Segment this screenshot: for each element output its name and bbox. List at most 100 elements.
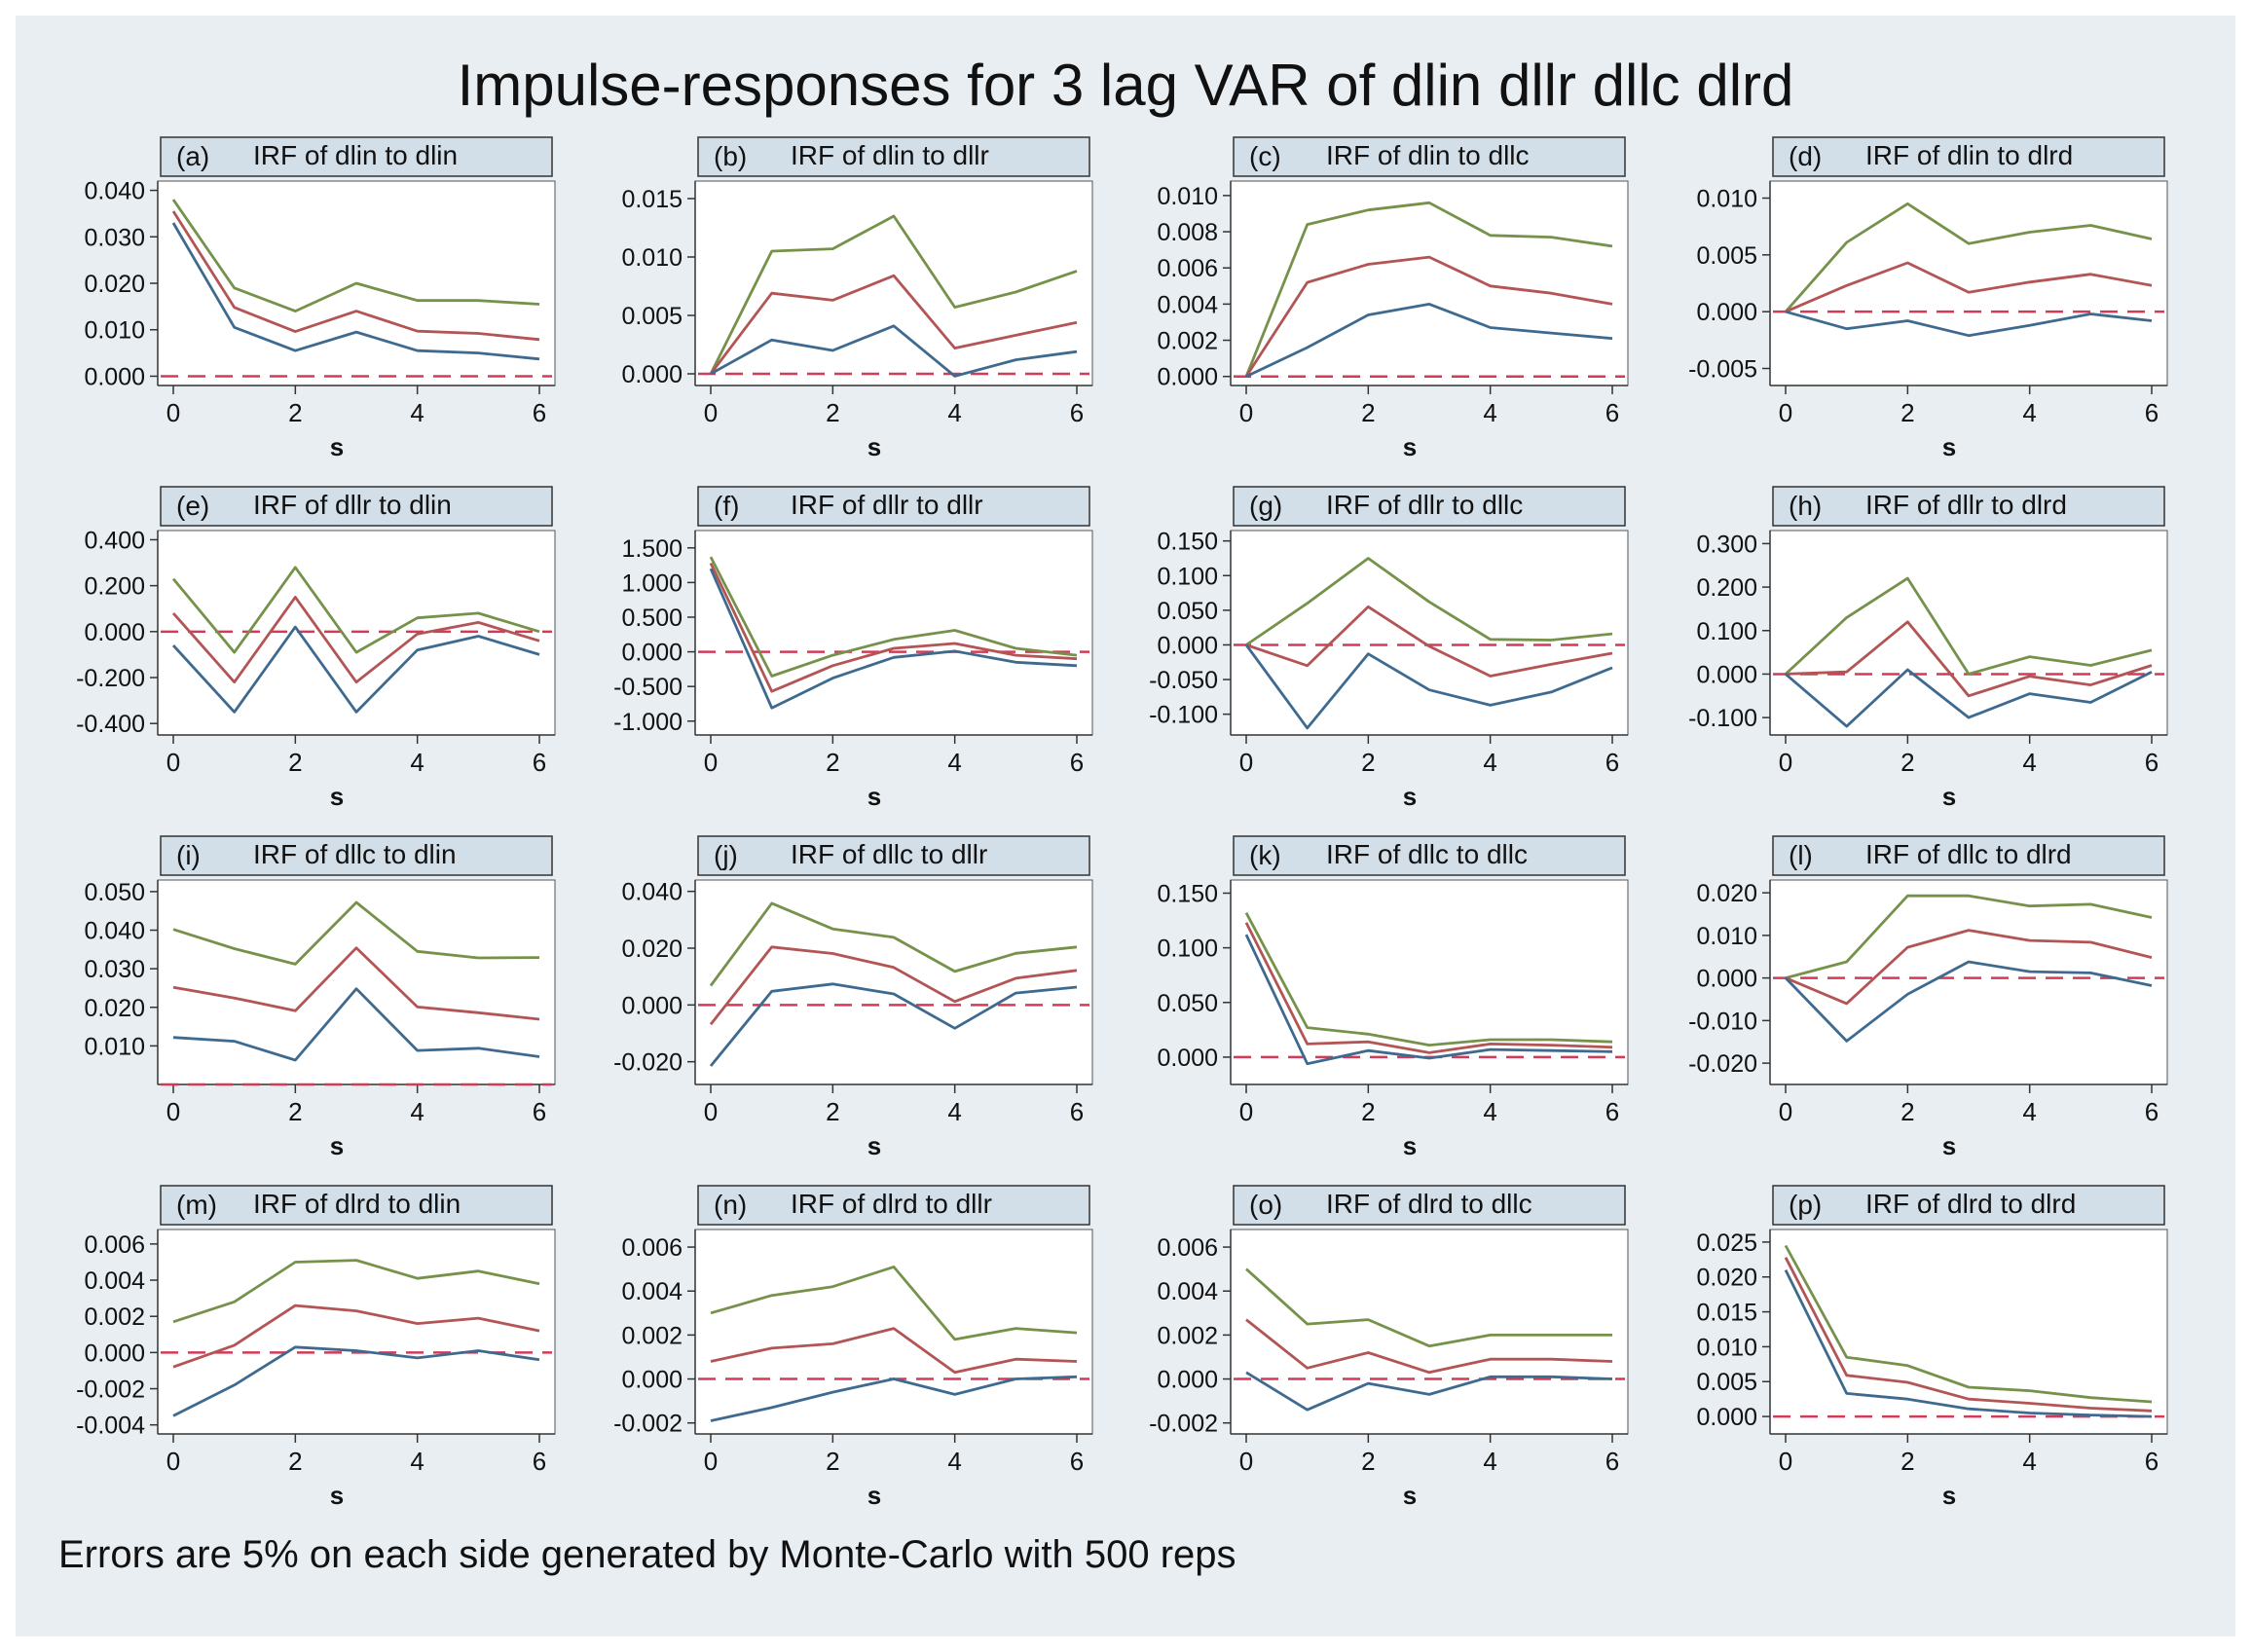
upper-bound-line <box>172 1259 540 1324</box>
panel-letter: (c) <box>1249 141 1281 171</box>
y-tick-label: 0.020 <box>1696 880 1757 907</box>
x-axis-title: s <box>1403 782 1417 811</box>
x-tick-label: 6 <box>1605 748 1619 777</box>
panel-header <box>160 136 553 177</box>
y-tick-label: 0.000 <box>1696 1404 1757 1431</box>
panel-e: (e) IRF of dllr to dlin -0.400 -0.200 0.000 0… <box>76 486 556 811</box>
irf-line <box>710 1327 1078 1375</box>
x-tick-label: 2 <box>1900 1097 1914 1126</box>
panel-header <box>697 486 1090 527</box>
x-tick-label: 0 <box>1239 1447 1253 1476</box>
y-tick-label: -0.100 <box>1688 705 1757 732</box>
panel-letter: (o) <box>1249 1190 1282 1220</box>
y-tick-label: -0.005 <box>1688 356 1757 384</box>
y-tick-label: 0.030 <box>84 956 145 983</box>
panel-letter: (p) <box>1789 1190 1822 1220</box>
x-tick-label: 6 <box>1070 1447 1084 1476</box>
plot-area <box>694 1229 1093 1435</box>
x-axis-title: s <box>867 432 881 461</box>
panel-header <box>160 1185 553 1226</box>
y-tick-label: 0.004 <box>1157 291 1218 318</box>
lower-bound-line <box>1245 1371 1613 1412</box>
x-tick-label: 4 <box>1483 1097 1496 1126</box>
x-axis-title: s <box>867 782 881 811</box>
x-tick-label: 4 <box>1483 748 1496 777</box>
panel-p: (p) IRF of dlrd to dlrd 0.000 0.005 0.010 0.0… <box>1696 1185 2168 1510</box>
y-tick-label: 0.000 <box>621 640 683 667</box>
panel-n: (n) IRF of dlrd to dllr -0.002 0.000 0.002 0.… <box>613 1185 1093 1510</box>
lower-bound-line <box>710 324 1078 378</box>
irf-line <box>1785 620 2153 698</box>
panel-m: (m) IRF of dlrd to dlin -0.004 -0.002 0.000 0… <box>76 1185 556 1510</box>
x-tick-label: 0 <box>704 1097 718 1126</box>
x-tick-label: 6 <box>2145 1097 2159 1126</box>
x-tick-label: 2 <box>1900 748 1914 777</box>
lower-bound-line <box>709 568 1078 710</box>
y-tick-label: 0.006 <box>1157 255 1218 282</box>
x-tick-label: 6 <box>1605 398 1619 427</box>
upper-bound-line <box>1244 201 1613 378</box>
irf-line <box>172 946 540 1021</box>
lower-bound-line <box>171 222 540 361</box>
y-tick-label: 0.025 <box>1696 1230 1757 1257</box>
upper-bound-line <box>172 900 540 966</box>
panel-letter: (i) <box>176 840 201 870</box>
irf-line <box>1785 929 2153 1006</box>
upper-bound-line <box>709 214 1078 375</box>
lower-bound-line <box>709 982 1078 1067</box>
panel-title: IRF of dllc to dlrd <box>1865 839 2072 869</box>
irf-line <box>709 945 1078 1026</box>
panel-title: IRF of dllc to dllc <box>1326 839 1528 869</box>
plot-area <box>1769 1229 2168 1435</box>
panel-letter: (a) <box>176 141 209 171</box>
panel-letter: (n) <box>714 1190 747 1220</box>
y-tick-label: 0.150 <box>1157 529 1218 556</box>
x-tick-label: 4 <box>947 748 961 777</box>
panel-header <box>697 136 1090 177</box>
plot-area <box>694 879 1093 1085</box>
irf-line <box>1244 922 1613 1054</box>
y-tick-label: 0.000 <box>84 1340 145 1367</box>
upper-bound-line <box>1785 576 2153 676</box>
x-tick-label: 2 <box>1361 748 1375 777</box>
upper-bound-line <box>709 901 1078 987</box>
irf-line <box>172 1303 540 1369</box>
y-tick-label: -0.050 <box>1149 667 1218 694</box>
x-axis-title: s <box>867 1131 881 1160</box>
irf-line <box>709 562 1078 693</box>
y-tick-label: -0.200 <box>76 665 145 692</box>
x-tick-label: 2 <box>826 1447 839 1476</box>
y-tick-label: 0.200 <box>1696 574 1757 602</box>
x-tick-label: 4 <box>947 398 961 427</box>
x-tick-label: 0 <box>1779 1097 1792 1126</box>
y-tick-label: -0.100 <box>1149 702 1218 729</box>
irf-line <box>1785 261 2153 313</box>
x-tick-label: 6 <box>2145 1447 2159 1476</box>
lower-bound-line <box>1785 310 2153 338</box>
panel-header <box>697 835 1090 876</box>
panel-letter: (g) <box>1249 491 1282 521</box>
x-tick-label: 2 <box>826 748 839 777</box>
panel-letter: (e) <box>176 491 209 521</box>
y-tick-label: 0.002 <box>1157 328 1218 355</box>
x-tick-label: 0 <box>1239 398 1253 427</box>
plot-area <box>694 530 1093 736</box>
panel-title: IRF of dlrd to dlin <box>253 1189 461 1219</box>
figure-note: Errors are 5% on each side generated by … <box>58 1533 1236 1576</box>
x-tick-label: 0 <box>1779 1447 1792 1476</box>
y-tick-label: 0.008 <box>1157 219 1218 246</box>
panel-title: IRF of dllr to dllc <box>1326 490 1523 520</box>
y-tick-label: 0.000 <box>1696 299 1757 326</box>
panel-letter: (h) <box>1789 491 1822 521</box>
panel-o: (o) IRF of dlrd to dllc -0.002 0.000 0.002 0.… <box>1149 1185 1629 1510</box>
y-tick-label: 0.010 <box>1696 186 1757 213</box>
upper-bound-line <box>1785 894 2153 979</box>
lower-bound-line <box>1245 302 1613 378</box>
y-tick-label: 0.004 <box>621 1278 683 1305</box>
y-tick-label: 0.004 <box>84 1267 145 1295</box>
plot-area <box>157 1229 556 1435</box>
y-tick-label: 0.100 <box>1157 563 1218 590</box>
y-tick-label: 0.020 <box>621 936 683 963</box>
y-tick-label: 0.000 <box>621 992 683 1019</box>
x-axis-title: s <box>1942 432 1956 461</box>
